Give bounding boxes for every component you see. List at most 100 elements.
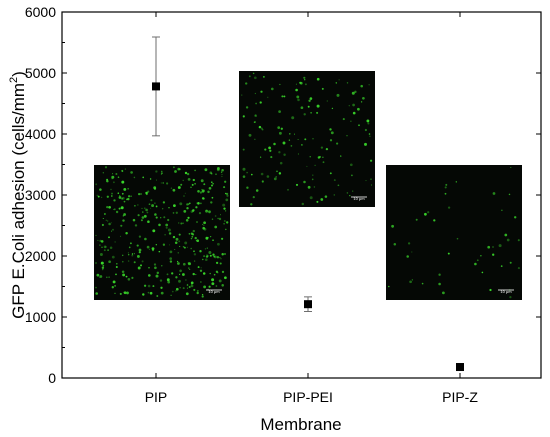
cell-dot (318, 155, 322, 158)
cell-dot (346, 135, 348, 137)
cell-dot (131, 253, 134, 255)
cell-dot (173, 166, 175, 169)
cell-dot (368, 84, 370, 86)
y-tick-label: 6000 (25, 4, 56, 20)
cell-dot (388, 285, 390, 288)
cell-dot (188, 202, 191, 205)
cell-dot (156, 271, 160, 275)
y-axis-title-main: GFP E.Coli adhesion (cells/mm (9, 83, 28, 319)
y-axis-title-superscript: 2 (8, 77, 20, 83)
cell-dot (185, 219, 189, 222)
cell-dot (254, 114, 258, 118)
cell-dot (172, 212, 175, 214)
cell-dot (212, 282, 215, 285)
cell-dot (123, 187, 127, 191)
cell-dot (295, 83, 297, 85)
cell-dot (108, 205, 111, 209)
cell-dot (122, 273, 126, 277)
cell-dot (309, 97, 313, 100)
cell-dot (186, 207, 189, 210)
cell-dot (160, 291, 164, 295)
cell-dot (269, 149, 272, 152)
cell-dot (476, 259, 479, 262)
cell-dot (102, 264, 105, 267)
cell-dot (212, 182, 214, 185)
cell-dot (338, 79, 340, 81)
cell-dot (278, 172, 282, 175)
cell-dot (196, 289, 199, 292)
cell-dot (149, 291, 153, 295)
cell-dot (190, 237, 193, 240)
cell-dot (115, 210, 119, 214)
cell-dot (184, 241, 188, 245)
cell-dot (155, 216, 158, 219)
cell-dot (134, 224, 138, 227)
cell-dot (303, 180, 306, 184)
cell-dot (357, 107, 360, 111)
cell-dot (151, 204, 155, 208)
cell-dot (308, 99, 311, 103)
cell-dot (411, 251, 413, 253)
cell-dot (96, 273, 100, 277)
cell-dot (191, 235, 194, 238)
cell-dot (185, 292, 189, 296)
cell-dot (218, 279, 222, 283)
cell-dot (168, 207, 170, 209)
cell-dot (193, 253, 197, 256)
cell-dot (194, 169, 196, 172)
cell-dot (118, 196, 122, 199)
cell-dot (175, 287, 179, 291)
cell-dot (192, 229, 195, 233)
cell-dot (252, 195, 255, 199)
cell-dot (117, 192, 120, 194)
cell-dot (297, 138, 299, 141)
cell-dot (160, 217, 162, 219)
cell-dot (172, 235, 176, 239)
cell-dot (202, 258, 204, 261)
cell-dot (186, 246, 188, 248)
cell-dot (300, 81, 303, 85)
cell-dot (191, 284, 193, 286)
cell-dot (259, 101, 262, 104)
cell-dot (254, 92, 257, 95)
cell-dot (107, 220, 109, 222)
cell-dot (211, 184, 213, 187)
cell-dot (415, 218, 418, 221)
cell-dot (122, 219, 125, 222)
cell-dot (250, 203, 253, 206)
cell-dot (114, 241, 116, 243)
y-tick-label: 5000 (25, 65, 56, 81)
cell-dot (246, 186, 249, 189)
cell-dot (278, 110, 281, 113)
y-tick-label: 3000 (25, 187, 56, 203)
cell-dot (152, 229, 156, 233)
cell-dot (177, 186, 181, 189)
cell-dot (501, 209, 503, 211)
cell-dot (175, 237, 179, 241)
cell-dot (105, 246, 107, 248)
cell-dot (196, 239, 200, 243)
cell-dot (407, 242, 411, 245)
cell-dot (187, 216, 190, 219)
cell-dot (370, 178, 372, 180)
cell-dot (246, 171, 248, 174)
cell-dot (181, 273, 185, 276)
cell-dot (110, 222, 112, 224)
cell-dot (143, 284, 147, 287)
cell-dot (112, 280, 116, 284)
cell-dot (202, 272, 206, 275)
cell-dot (393, 242, 397, 246)
cell-dot (100, 261, 104, 265)
cell-dot (160, 182, 162, 184)
cell-dot (293, 133, 296, 135)
cell-dot (411, 279, 413, 281)
cell-dot (304, 83, 307, 86)
cell-dot (223, 207, 226, 210)
cell-dot (95, 262, 97, 264)
cell-dot (277, 126, 281, 129)
cell-dot (150, 199, 153, 202)
cell-dot (108, 222, 111, 226)
y-axis-title-suffix: ) (9, 71, 28, 77)
inset-background (386, 165, 522, 300)
cell-dot (150, 207, 152, 209)
